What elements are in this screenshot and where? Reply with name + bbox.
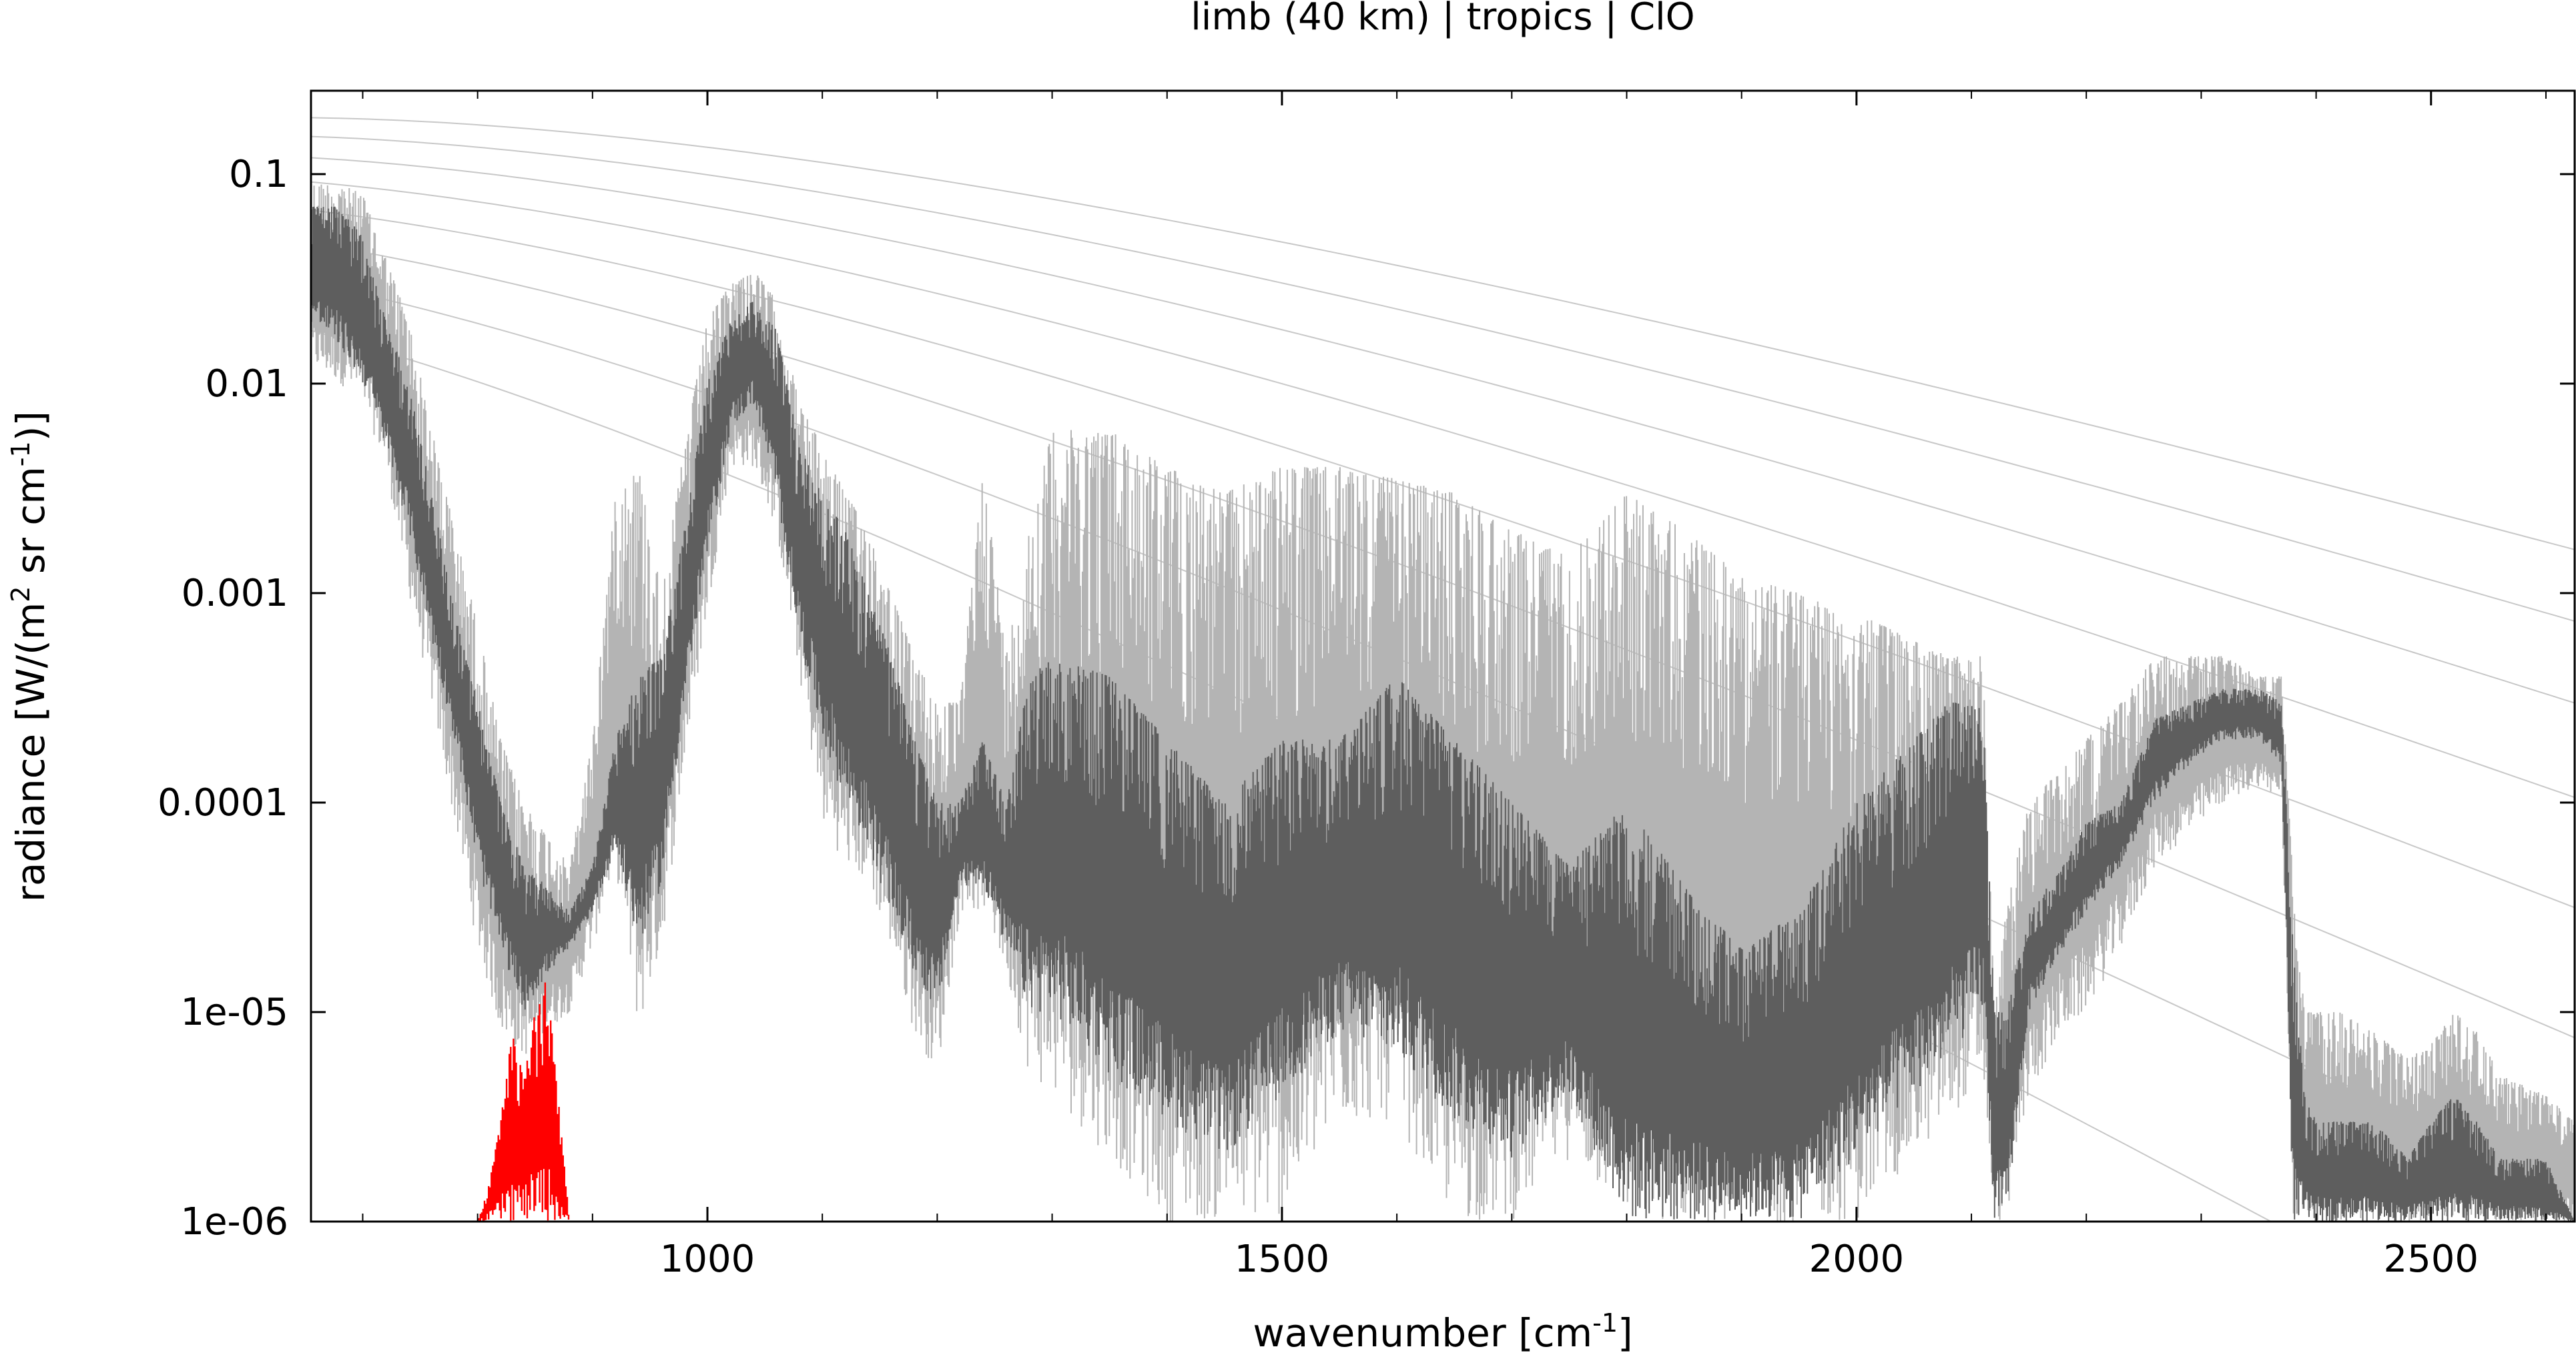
y-tick-label-5: 1e-06 [180,1200,288,1244]
series-line-1 [311,206,2575,1222]
y-tick-label-1: 0.01 [205,362,288,406]
chart-title: limb (40 km) | tropics | ClO [1191,0,1695,39]
axis-ticks: 1000 1500 2000 2500 0.1 0.01 0.001 0.0001 1e-05 1… [157,91,2575,1281]
series-line-2 [478,982,570,1222]
y-tick-label-2: 0.001 [182,572,288,615]
series-1 [311,206,2575,1222]
plot-frame [310,89,2576,1223]
y-axis-title: radiance [W/(m2 sr cm-1)] [6,411,53,902]
planck-curve-320K [311,117,2575,550]
planck-curve-300K [311,135,2575,622]
planck-curve-280K [311,157,2575,704]
y-tick-label-0: 0.1 [229,153,288,196]
series-2 [478,982,570,1222]
x-tick-label-1: 1500 [1235,1238,1330,1281]
spectrum-series [311,184,2575,1222]
x-tick-label-3: 2500 [2384,1238,2479,1281]
x-tick-label-0: 1000 [660,1238,755,1281]
y-tick-label-4: 1e-05 [180,991,288,1034]
y-tick-label-3: 0.0001 [157,781,288,825]
x-axis-title: wavenumber [cm-1] [1253,1308,1632,1356]
x-tick-label-2: 2000 [1809,1238,1905,1281]
